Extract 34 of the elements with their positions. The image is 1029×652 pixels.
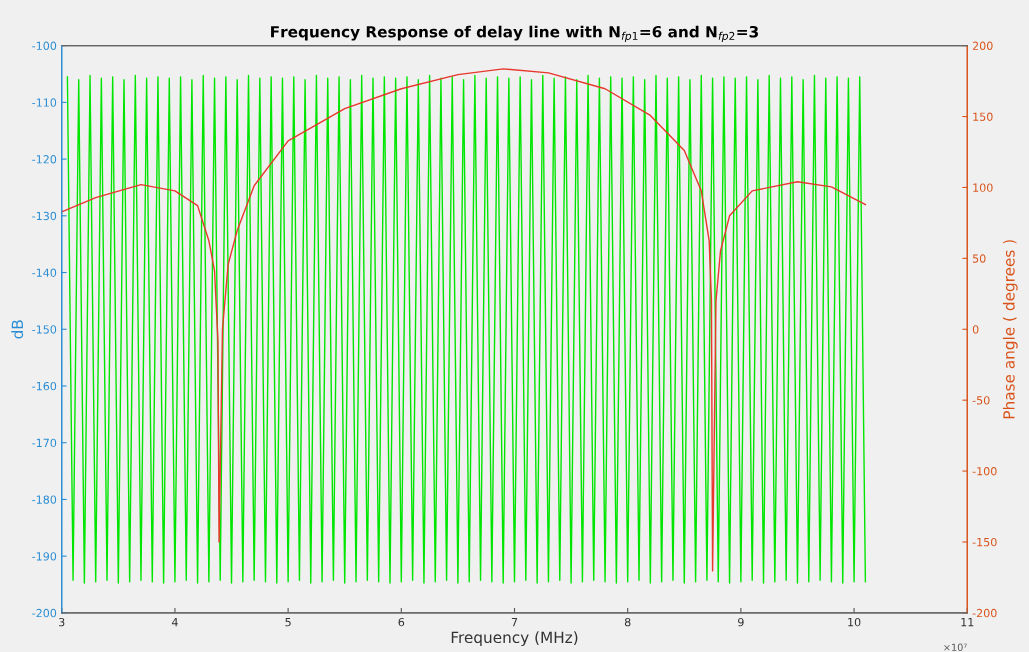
x-tick-label: 9 — [738, 617, 744, 627]
x-tick-label: 4 — [171, 618, 178, 627]
y2-tick-label: 0 — [972, 325, 979, 334]
x-tick-label: 3 — [59, 617, 65, 627]
text: ×10⁷ — [944, 643, 967, 651]
y2-tick-label: -100 — [972, 467, 997, 476]
y-tick-label: -130 — [32, 211, 57, 221]
y-tick-label: -200 — [32, 608, 57, 618]
y-tick-label: -180 — [32, 495, 57, 504]
y2-tick-label: 150 — [973, 112, 993, 121]
y2-tick-label: 100 — [973, 183, 993, 192]
x-tick-label: 8 — [624, 617, 631, 627]
y2-tick-label: -200 — [972, 608, 997, 618]
x-tick-label: 11 — [961, 618, 974, 627]
y-axis-title: dB — [11, 320, 24, 339]
y-tick-label: -170 — [32, 438, 57, 448]
y2-tick-label: 50 — [972, 254, 986, 263]
x-tick-label: 7 — [511, 618, 518, 627]
y2-tick-label: -150 — [972, 537, 997, 547]
x-tick-label: 10 — [848, 617, 861, 627]
chart-title: Frequency Response of delay line with N$_{fp1}$=6 and N$_{fp2}$=3 — [271, 25, 758, 43]
x-axis-title: Frequency (MHz) — [451, 631, 578, 647]
y-tick-label: -160 — [32, 381, 57, 391]
y-tick-label: -140 — [32, 268, 57, 277]
y-tick-label: -190 — [32, 552, 57, 561]
x-tick-label: 5 — [285, 618, 291, 627]
y-tick-label: -150 — [32, 325, 57, 334]
y2-tick-label: -50 — [972, 396, 990, 405]
y2-tick-label: 200 — [972, 41, 993, 51]
y-tick-label: -120 — [32, 155, 57, 164]
y-tick-label: -110 — [32, 98, 57, 107]
y2-axis-title: Phase angle ( degrees ) — [1002, 240, 1018, 419]
y-tick-label: -100 — [32, 41, 57, 51]
x-tick-label: 6 — [398, 617, 405, 627]
